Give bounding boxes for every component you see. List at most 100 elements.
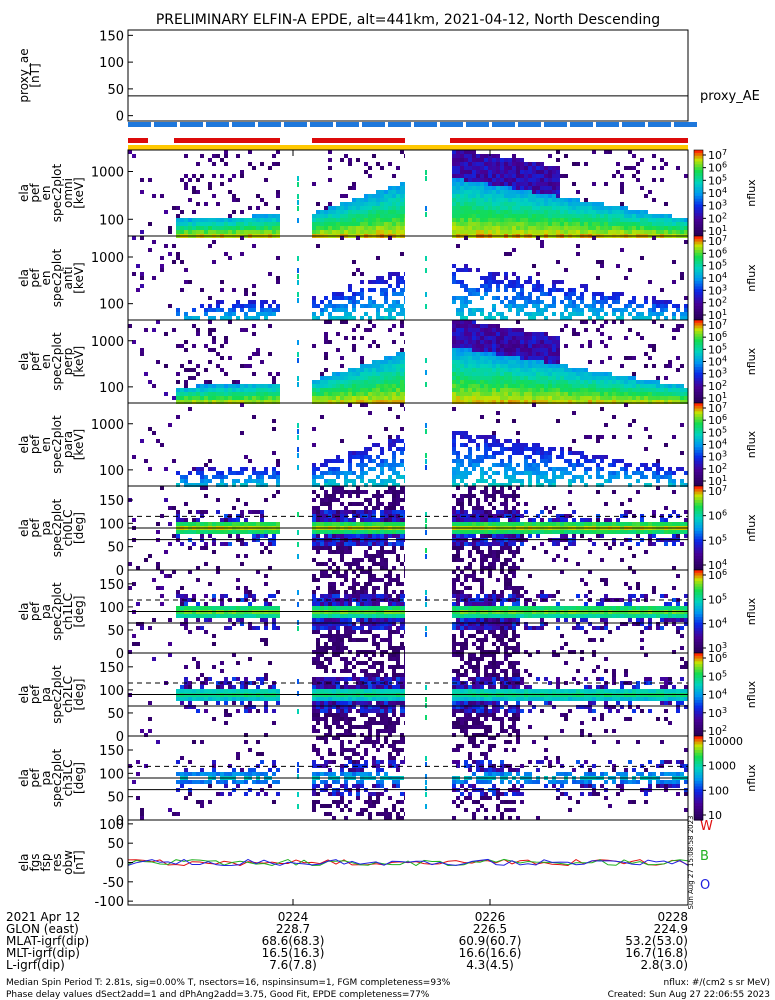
heatmap-cell: [352, 272, 356, 276]
heatmap-cell: [376, 463, 380, 467]
heatmap-cell: [312, 226, 316, 230]
heatmap-cell: [320, 230, 324, 234]
heatmap-cell: [356, 530, 360, 534]
heatmap-cell: [680, 479, 684, 483]
heatmap-cell: [384, 396, 388, 400]
heatmap-cell: [200, 396, 204, 400]
heatmap-cell: [548, 210, 552, 214]
heatmap-cell: [480, 190, 484, 194]
heatmap-cell: [392, 396, 396, 400]
heatmap-cell: [312, 296, 316, 300]
heatmap-cell: [652, 400, 656, 404]
heatmap-cell: [504, 272, 508, 276]
heatmap-cell: [496, 280, 500, 284]
heatmap-cell: [492, 348, 496, 352]
heatmap-cell: [632, 376, 636, 380]
heatmap-cell: [392, 459, 396, 463]
heatmap-cell: [368, 226, 372, 230]
heatmap-cell: [480, 459, 484, 463]
heatmap-cell: [232, 218, 236, 222]
heatmap-cell: [368, 214, 372, 218]
heatmap-cell: [516, 348, 520, 352]
heatmap-cell: [528, 202, 532, 206]
heatmap-cell: [464, 218, 468, 222]
heatmap-cell: [540, 198, 544, 202]
heatmap-cell: [536, 304, 540, 308]
heatmap-cell: [396, 498, 400, 502]
heatmap-cell: [492, 276, 496, 280]
heatmap-cell: [272, 451, 276, 455]
heatmap-cell: [512, 467, 516, 471]
heatmap-cell: [452, 178, 456, 182]
heatmap-cell: [620, 320, 624, 324]
heatmap-cell: [500, 400, 504, 404]
heatmap-cell: [492, 336, 496, 340]
heatmap-cell: [496, 284, 500, 288]
heatmap-cell: [668, 384, 672, 388]
heatmap-cell: [132, 236, 136, 240]
heatmap-cell: [532, 451, 536, 455]
heatmap-cell: [324, 320, 328, 324]
heatmap-cell: [332, 550, 336, 554]
heatmap-cell: [260, 400, 264, 404]
heatmap-cell: [380, 360, 384, 364]
heatmap-cell: [252, 304, 256, 308]
heatmap-cell: [336, 380, 340, 384]
gap-sliver: [297, 274, 299, 279]
heatmap-cell: [500, 364, 504, 368]
heatmap-cell: [496, 356, 500, 360]
heatmap-cell: [212, 384, 216, 388]
heatmap-cell: [392, 190, 396, 194]
heatmap-cell: [552, 483, 556, 487]
heatmap-cell: [208, 332, 212, 336]
heatmap-cell: [368, 396, 372, 400]
heatmap-cell: [180, 602, 184, 606]
heatmap-cell: [520, 400, 524, 404]
heatmap-cell: [664, 475, 668, 479]
heatmap-cell: [652, 296, 656, 300]
heatmap-cell: [480, 312, 484, 316]
heatmap-cell: [340, 554, 344, 558]
data-gap: [299, 150, 312, 236]
heatmap-cell: [212, 475, 216, 479]
heatmap-cell: [520, 218, 524, 222]
heatmap-cell: [208, 388, 212, 392]
heatmap-cell: [652, 304, 656, 308]
heatmap-cell: [328, 178, 332, 182]
heatmap-cell: [664, 230, 668, 234]
heatmap-cell: [336, 522, 340, 526]
heatmap-cell: [208, 582, 212, 586]
heatmap-cell: [180, 222, 184, 226]
heatmap-cell: [464, 182, 468, 186]
heatmap-cell: [516, 518, 520, 522]
heatmap-cell: [500, 368, 504, 372]
heatmap-cell: [500, 178, 504, 182]
heatmap-cell: [320, 372, 324, 376]
heatmap-cell: [508, 447, 512, 451]
heatmap-cell: [156, 320, 160, 324]
heatmap-cell: [324, 340, 328, 344]
heatmap-cell: [472, 154, 476, 158]
heatmap-cell: [336, 396, 340, 400]
heatmap-cell: [484, 284, 488, 288]
heatmap-cell: [580, 518, 584, 522]
heatmap-cell: [380, 471, 384, 475]
heatmap-cell: [132, 272, 136, 276]
heatmap-cell: [396, 356, 400, 360]
heatmap-cell: [544, 194, 548, 198]
heatmap-cell: [244, 304, 248, 308]
heatmap-cell: [256, 530, 260, 534]
heatmap-cell: [660, 166, 664, 170]
heatmap-cell: [220, 174, 224, 178]
heatmap-cell: [396, 312, 400, 316]
heatmap-cell: [352, 562, 356, 566]
heatmap-cell: [508, 463, 512, 467]
heatmap-cell: [264, 316, 268, 320]
heatmap-cell: [264, 308, 268, 312]
heatmap-cell: [672, 530, 676, 534]
heatmap-cell: [464, 384, 468, 388]
heatmap-cell: [684, 388, 688, 392]
heatmap-cell: [332, 562, 336, 566]
heatmap-cell: [636, 534, 640, 538]
heatmap-cell: [184, 388, 188, 392]
